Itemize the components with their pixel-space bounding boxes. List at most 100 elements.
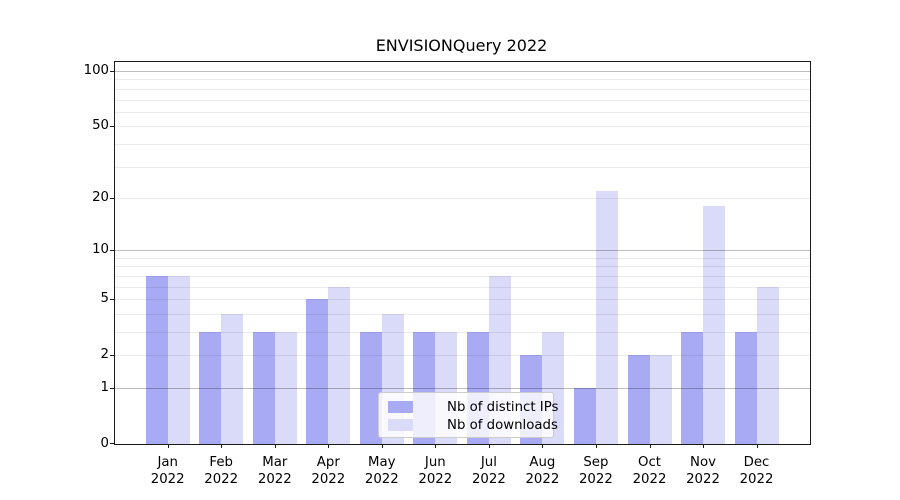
x-tick-label: Mar 2022 (245, 454, 305, 488)
x-tick-month: Dec (743, 455, 770, 470)
x-tick-year: 2022 (525, 472, 560, 487)
x-tick-year: 2022 (364, 472, 399, 487)
legend-swatch-distinct-ips (388, 401, 413, 413)
x-tick-year: 2022 (471, 472, 506, 487)
legend-item-downloads: Nb of downloads (388, 416, 558, 434)
x-tick-label: Sep 2022 (566, 454, 626, 488)
x-tick-label: Apr 2022 (298, 454, 358, 488)
legend-swatch-downloads (388, 419, 413, 431)
gridline-minor (115, 197, 810, 199)
gridline-minor (115, 313, 810, 315)
x-tick-year: 2022 (578, 472, 613, 487)
gridline-minor (115, 299, 810, 301)
x-axis-tick (435, 444, 437, 448)
y-tick-label: 0 (100, 436, 109, 451)
gridline-minor (115, 126, 810, 128)
y-axis-tick (110, 71, 115, 72)
y-tick-label: 100 (83, 63, 109, 78)
x-axis-tick (542, 444, 544, 448)
bar-downloads-dec (756, 286, 779, 444)
y-axis-tick (110, 355, 115, 357)
x-tick-label: Jun 2022 (405, 454, 465, 488)
bar-distinct-ips-oct (627, 355, 650, 444)
x-tick-month: Jun (424, 455, 446, 470)
bar-downloads-oct (649, 355, 672, 444)
x-tick-label: Jul 2022 (459, 454, 519, 488)
gridline-minor (115, 275, 810, 277)
bar-distinct-ips-mar (252, 332, 275, 444)
gridline-minor (115, 166, 810, 168)
legend: Nb of distinct IPs Nb of downloads (378, 392, 558, 438)
x-axis-tick (756, 444, 758, 448)
gridline-minor (115, 111, 810, 113)
x-tick-label: Feb 2022 (191, 454, 251, 488)
gridline-major (115, 388, 810, 389)
x-tick-month: May (368, 455, 396, 470)
y-axis-tick (110, 443, 115, 444)
y-tick-label: 1 (100, 380, 109, 395)
bar-downloads-apr (328, 286, 351, 444)
x-tick-label: May 2022 (352, 454, 412, 488)
x-axis-tick (381, 444, 383, 448)
plot-area: 0 1 2 5 10 20 50 100 Jan 2022 Feb 2022 Mar 2022 Apr 202… (84, 61, 811, 487)
x-tick-label: Aug 2022 (512, 454, 572, 488)
bar-downloads-sep (595, 190, 618, 444)
bar-distinct-ips-jan (145, 275, 168, 444)
x-tick-month: Feb (209, 455, 233, 470)
legend-item-distinct-ips: Nb of distinct IPs (388, 398, 558, 416)
x-tick-month: Nov (690, 455, 716, 470)
bar-distinct-ips-dec (734, 332, 757, 444)
x-tick-month: Jul (480, 455, 497, 470)
legend-label-distinct-ips: Nb of distinct IPs (447, 399, 559, 415)
bar-downloads-jan (167, 275, 190, 444)
y-axis-tick (110, 388, 115, 389)
y-axis-tick (110, 250, 115, 252)
x-tick-month: Aug (529, 455, 556, 470)
x-axis-tick (274, 444, 276, 448)
gridline-major (115, 250, 810, 252)
x-axis-tick (221, 444, 223, 448)
x-tick-month: Mar (262, 455, 288, 470)
gridline-minor (115, 257, 810, 259)
y-tick-label: 5 (100, 291, 109, 307)
x-axis-tick (595, 444, 597, 448)
y-axis-tick (110, 126, 115, 128)
bar-distinct-ips-feb (199, 332, 222, 444)
x-axis-tick (649, 444, 651, 448)
x-tick-month: Apr (316, 455, 340, 470)
bar-distinct-ips-nov (681, 332, 703, 444)
x-tick-year: 2022 (204, 472, 239, 487)
gridline-minor (115, 332, 810, 333)
x-tick-label: Oct 2022 (620, 454, 680, 488)
bar-distinct-ips-apr (306, 299, 329, 444)
bar-downloads-mar (274, 332, 297, 444)
gridline-minor (115, 355, 810, 357)
x-tick-year: 2022 (257, 472, 292, 487)
x-axis-tick (488, 444, 490, 448)
bar-downloads-feb (221, 313, 244, 444)
y-axis-tick (110, 299, 115, 301)
x-tick-label: Jan 2022 (138, 454, 198, 488)
x-tick-year: 2022 (739, 472, 774, 487)
y-tick-label: 10 (92, 242, 109, 258)
x-tick-label: Dec 2022 (727, 454, 787, 488)
gridline-minor (115, 286, 810, 288)
bar-distinct-ips-may (359, 332, 382, 444)
x-tick-year: 2022 (311, 472, 346, 487)
x-tick-month: Sep (583, 455, 609, 470)
y-tick-label: 50 (92, 118, 109, 134)
x-axis-tick (328, 444, 330, 448)
gridline-minor (115, 266, 810, 268)
x-tick-label: Nov 2022 (673, 454, 733, 488)
x-tick-month: Jan (157, 455, 178, 470)
gridline-minor (115, 143, 810, 145)
x-axis-tick (167, 444, 169, 448)
x-tick-year: 2022 (418, 472, 453, 487)
x-tick-year: 2022 (686, 472, 720, 487)
y-axis-tick (110, 197, 115, 199)
gridline-major (115, 71, 810, 72)
y-tick-label: 2 (100, 347, 109, 363)
x-tick-year: 2022 (150, 472, 185, 487)
bar-distinct-ips-sep (573, 388, 596, 444)
